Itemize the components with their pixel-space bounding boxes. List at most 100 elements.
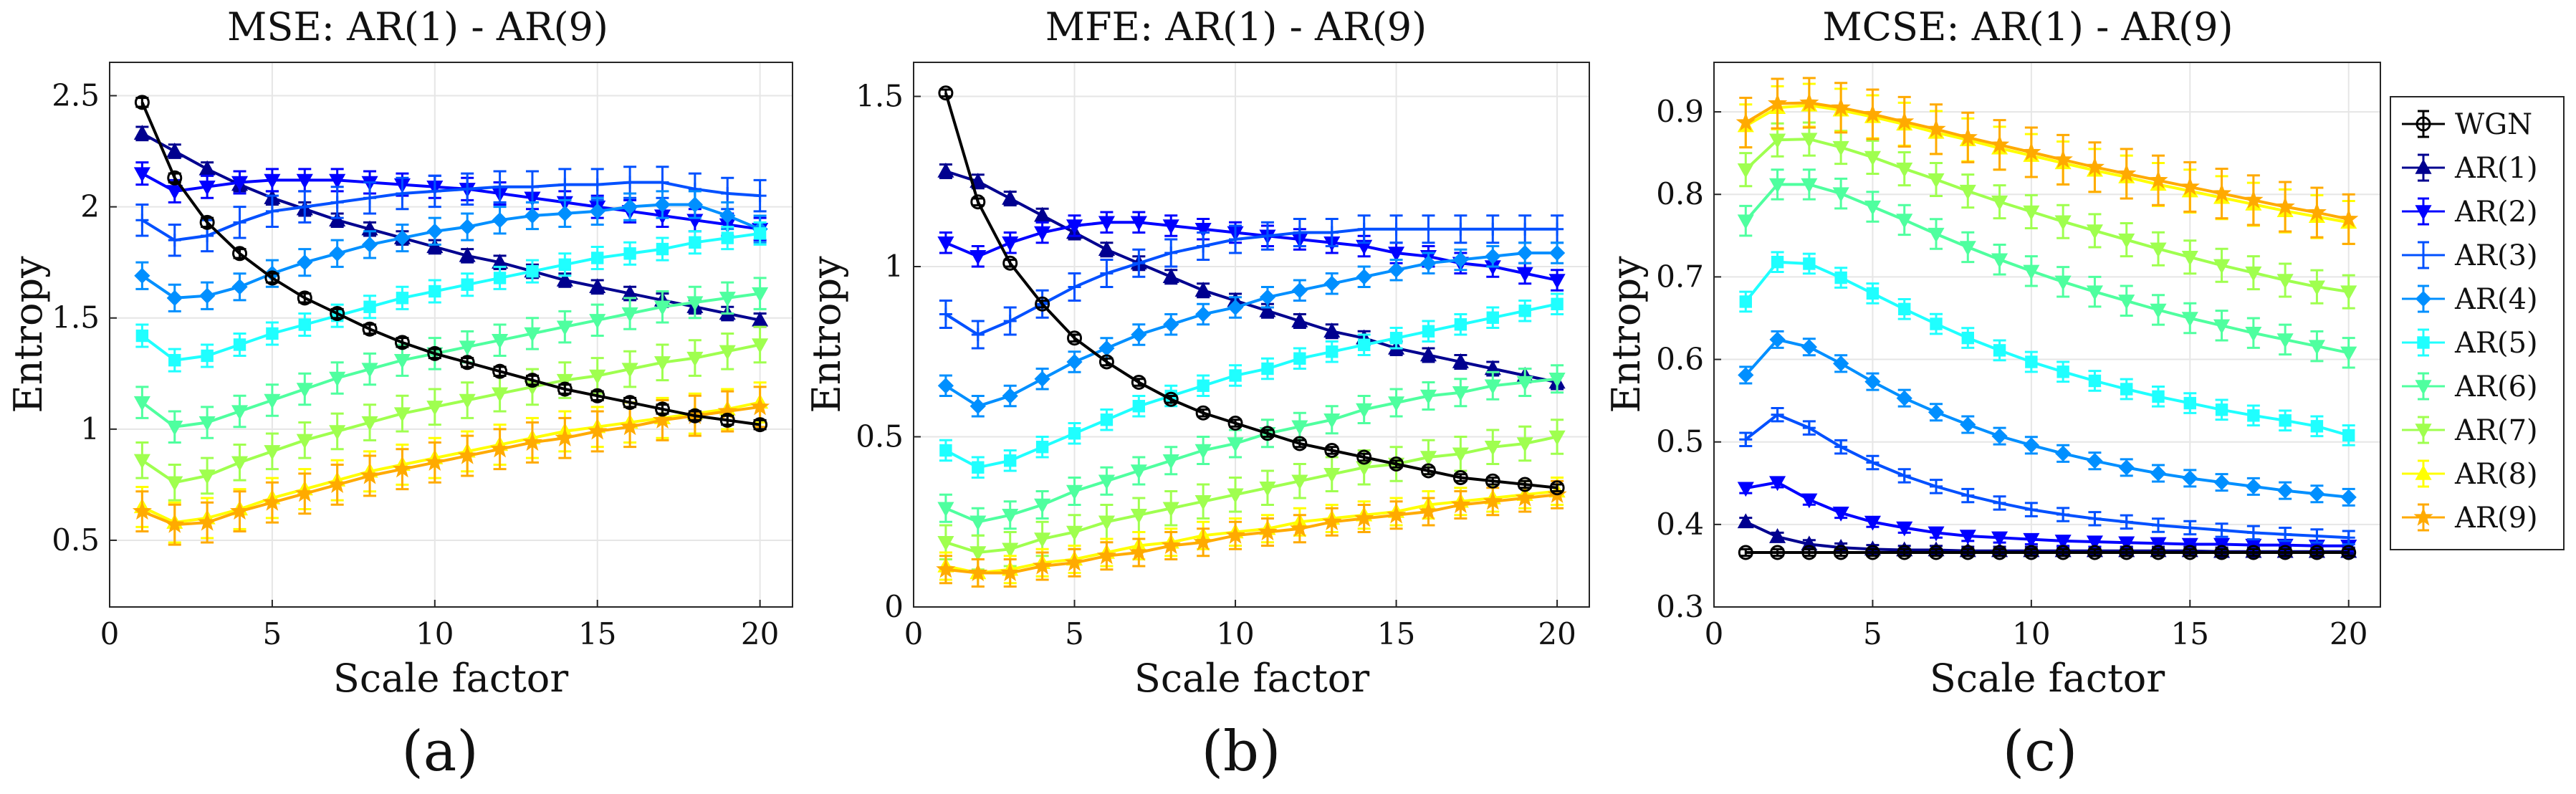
panel-b-ar-5-point: [1132, 400, 1146, 413]
panel-a-ar-3-point: [396, 187, 409, 201]
panel-b-letter: (b): [1202, 719, 1281, 784]
panel-b-series-ar-5: [939, 292, 1564, 479]
panel-c-y-tick-label: 0.9: [1656, 94, 1704, 129]
panel-a-ar-7-point: [296, 434, 313, 449]
panel-c-ar-4-point: [2023, 437, 2039, 454]
panel-b-ar-3-point: [1197, 239, 1210, 253]
panel-c-ar-7-point: [2150, 242, 2167, 258]
panel-b-ar-1-point: [969, 173, 987, 188]
panel-b-ar-9-point: [1193, 532, 1213, 551]
panel-b-ar-7-point: [1227, 488, 1244, 504]
panel-c-wgn-point: [1801, 545, 1817, 560]
panel-c-ar-9-point: [2307, 202, 2327, 221]
panel-b-ar-1-point: [1002, 189, 1019, 205]
panel-a-ar-7-point: [264, 445, 281, 460]
panel-b-wgn-point: [1195, 405, 1211, 421]
panel-c-ar-6-point: [2308, 340, 2325, 355]
panel-c-ar-9-point: [2053, 149, 2073, 168]
panel-a-ar-9-point: [522, 431, 542, 451]
panel-a-ar-6-point: [653, 300, 671, 316]
panel-b-x-tick-label: 0: [904, 616, 924, 651]
panel-b-ar-4-point: [1452, 252, 1469, 268]
panel-b-ar-5-point: [1454, 318, 1467, 331]
panel-a-ar-7-point: [752, 338, 769, 354]
panel-b-y-tick-label: 1.5: [856, 79, 904, 114]
panel-b-ar-9-point: [1161, 535, 1181, 555]
panel-c-letter: (c): [2003, 719, 2078, 784]
panel-a-ar-7-point: [166, 476, 183, 492]
panel-a-ar-5-point: [656, 242, 669, 256]
panel-a-ar-9-point: [229, 501, 250, 520]
panel-c-ar-9-point: [1926, 119, 1946, 138]
panel-a-ar-1-point: [556, 271, 573, 287]
panel-b-ar-3-point: [1454, 222, 1467, 236]
panel-c-wgn-point: [2277, 545, 2293, 560]
panel-c-ar-3-point: [2246, 526, 2260, 540]
panel-b-wgn-point: [1292, 436, 1308, 451]
panel-a-ar-6-point: [361, 363, 378, 378]
panel-c-ar-7-point: [1737, 163, 1754, 178]
panel-a-ar-4-point: [654, 196, 671, 213]
panel-c-ar-3-point: [2088, 512, 2102, 525]
panel-c-ar-2-point: [1864, 515, 1881, 531]
panel-a-ar-7-point: [556, 373, 573, 389]
panel-a-wgn-point: [654, 401, 670, 417]
panel-b-ar-9-point: [1515, 487, 1535, 507]
panel-b-axes-frame: [913, 62, 1590, 608]
panel-c-ar-5-point: [2215, 403, 2228, 416]
panel-b-ar-1-point: [1291, 312, 1308, 327]
panel-c-ar-9-point: [2148, 170, 2168, 189]
legend-entry-ar-7: AR(7): [2402, 414, 2538, 447]
panel-b-y-tick-label: 1: [884, 249, 904, 284]
panel-a-ar-7-point: [719, 345, 736, 360]
panel-c-ar-7-point: [1991, 195, 2008, 211]
panel-a-ar-6-point: [296, 383, 313, 398]
panel-c-ar-6-point: [2245, 326, 2262, 342]
panel-a-ar-5-point: [233, 338, 246, 351]
legend-ar-6-label: AR(6): [2454, 370, 2538, 403]
panel-a-ar-9-point: [425, 452, 445, 472]
panel-a-ar-6-point: [719, 292, 736, 307]
panel-a-ar-5-point: [201, 349, 214, 363]
panel-a-ar-3-point: [265, 204, 279, 218]
panel-b-ar-4-point: [1548, 244, 1566, 262]
panel-a-wgn-point: [525, 373, 540, 388]
panel-a-ar-5-point: [168, 353, 181, 367]
panel-b-ar-4-point: [1356, 269, 1372, 285]
legend-ar-8-marker: [2415, 464, 2432, 480]
panel-a-ar-7-point: [361, 416, 378, 431]
panel-b-ar-2-point: [969, 250, 987, 265]
panel-c-ar-2-point: [1959, 530, 1976, 545]
legend-ar-2-label: AR(2): [2454, 196, 2538, 229]
legend-ar-1-label: AR(1): [2454, 152, 2538, 185]
panel-c-ar-5-point: [2183, 396, 2196, 410]
panel-c-ar-2-point: [2150, 537, 2167, 553]
panel-b-ar-9-point: [1000, 563, 1020, 582]
panel-a-x-tick-label: 20: [741, 616, 779, 651]
panel-c-ar-3-point: [2310, 529, 2324, 542]
panel-c-ar-2-point: [2118, 536, 2135, 552]
panel-b-wgn-point: [1260, 426, 1275, 441]
panel-b-ar-7-point: [969, 546, 987, 562]
panel-a-ar-1-point: [166, 142, 183, 158]
panel-b-ar-2-point: [1194, 223, 1212, 238]
panel-a-plot-area: [110, 62, 793, 607]
panel-c-ar-5-point: [2057, 365, 2069, 378]
panel-b-plot-area: [914, 62, 1589, 607]
panel-b-wgn-point: [1131, 375, 1146, 390]
panel-a-ar-7-point: [621, 363, 638, 378]
panel-a-ar-4-point: [166, 290, 183, 306]
panel-b-ar-6-point: [937, 502, 954, 517]
panel-a-ar-9-point: [652, 410, 673, 429]
panel-c-ar-7-point: [1769, 133, 1786, 149]
panel-c-ar-6-point: [1832, 187, 1849, 203]
panel-b-ar-3-point: [1003, 315, 1017, 327]
panel-c-ar-5-point: [1930, 317, 1943, 330]
panel-c-ar-6-point: [1769, 178, 1786, 193]
panel-c-ar-4-point: [1801, 339, 1817, 355]
panel-c-ar-7-point: [2340, 285, 2357, 301]
legend-entry-ar-6: AR(6): [2402, 370, 2538, 403]
panel-b-ar-1-point: [1323, 322, 1341, 338]
panel-b-wgn-point: [1549, 480, 1565, 496]
panel-a-ar-6-point: [264, 393, 281, 409]
